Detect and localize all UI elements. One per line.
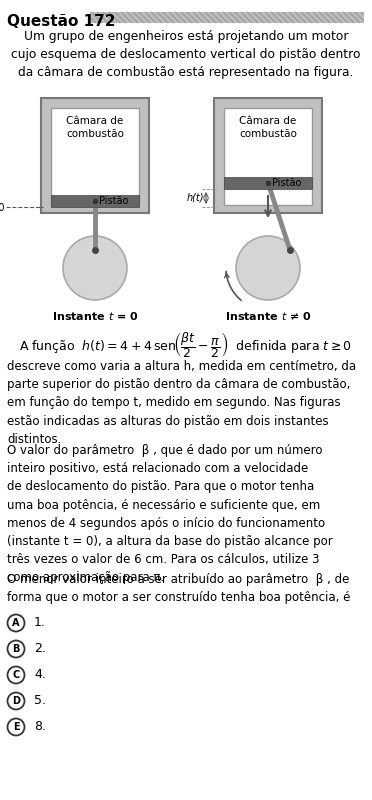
FancyBboxPatch shape <box>224 177 312 189</box>
Text: Câmara de
combustão: Câmara de combustão <box>66 116 124 139</box>
Text: A: A <box>12 618 20 628</box>
Text: h(0) = 0: h(0) = 0 <box>0 202 4 212</box>
Text: 4.: 4. <box>34 669 46 682</box>
Circle shape <box>7 693 25 710</box>
Text: 8.: 8. <box>34 721 46 734</box>
Text: O menor valor inteiro a ser atribuído ao parâmetro  β , de
forma que o motor a s: O menor valor inteiro a ser atribuído ao… <box>7 573 350 604</box>
Circle shape <box>7 614 25 631</box>
Text: descreve como varia a altura h, medida em centímetro, da
parte superior do pistã: descreve como varia a altura h, medida e… <box>7 360 356 446</box>
Circle shape <box>236 236 300 300</box>
Circle shape <box>63 236 127 300</box>
Text: Instante $t$ ≠ 0: Instante $t$ ≠ 0 <box>225 310 311 322</box>
Text: O valor do parâmetro  β , que é dado por um número
inteiro positivo, está relaci: O valor do parâmetro β , que é dado por … <box>7 444 333 584</box>
Text: B: B <box>12 644 20 654</box>
Text: Pistão: Pistão <box>272 178 301 188</box>
Text: 1.: 1. <box>34 617 46 630</box>
FancyBboxPatch shape <box>214 98 322 213</box>
Text: Pistão: Pistão <box>99 196 128 206</box>
FancyBboxPatch shape <box>51 108 139 205</box>
Circle shape <box>7 666 25 683</box>
Text: Questão 172: Questão 172 <box>7 14 115 29</box>
Circle shape <box>7 641 25 658</box>
FancyBboxPatch shape <box>51 195 139 207</box>
Text: h(t): h(t) <box>186 193 204 203</box>
Text: D: D <box>12 696 20 706</box>
Text: E: E <box>13 722 19 732</box>
Text: A função  $h(t) = 4 + 4\,\mathrm{sen}\!\left(\dfrac{\beta t}{2} - \dfrac{\pi}{2}: A função $h(t) = 4 + 4\,\mathrm{sen}\!\l… <box>19 330 353 360</box>
Text: 2.: 2. <box>34 642 46 655</box>
Text: Um grupo de engenheiros está projetando um motor
cujo esquema de deslocamento ve: Um grupo de engenheiros está projetando … <box>11 30 361 79</box>
Text: 5.: 5. <box>34 694 46 707</box>
FancyBboxPatch shape <box>41 98 149 213</box>
Text: Câmara de
combustão: Câmara de combustão <box>239 116 297 139</box>
Text: C: C <box>12 670 20 680</box>
FancyBboxPatch shape <box>224 108 312 205</box>
FancyBboxPatch shape <box>90 12 364 23</box>
Text: Instante $t$ = 0: Instante $t$ = 0 <box>52 310 138 322</box>
Circle shape <box>7 718 25 735</box>
